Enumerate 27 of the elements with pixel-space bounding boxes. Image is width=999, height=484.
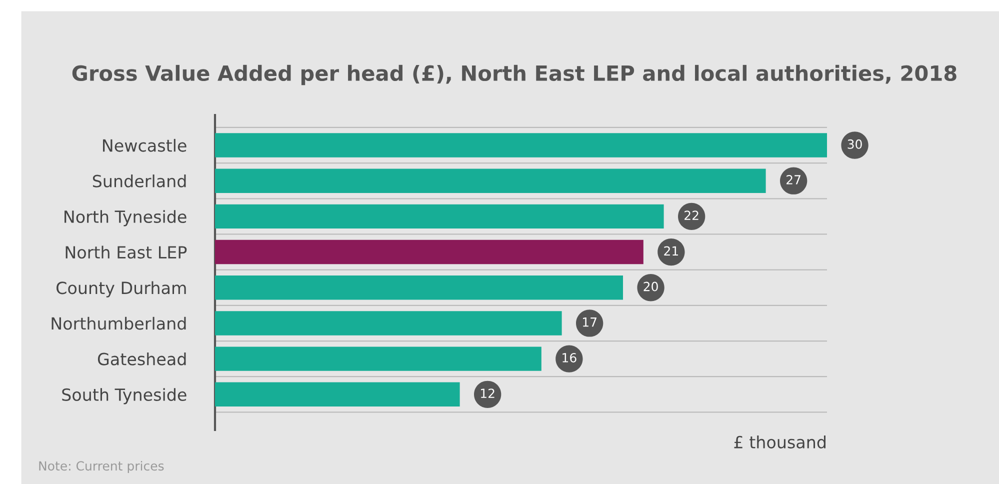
bar: [215, 382, 460, 407]
y-tick-label: South Tyneside: [62, 388, 186, 404]
y-tick-label: North East LEP: [66, 246, 187, 259]
y-tick-label: Sunderland: [92, 174, 186, 188]
y-tick-label: North Tyneside: [64, 210, 186, 226]
data-label: 20: [644, 282, 658, 292]
y-tick-label: County Durham: [56, 281, 186, 298]
y-tick-label: Northumberland: [52, 316, 186, 330]
data-label: 22: [684, 210, 698, 220]
y-tick-label: Newcastle: [103, 138, 186, 152]
x-axis-title: £ thousand: [734, 436, 826, 448]
chart-title: Gross Value Added per head (£), North East LEP and local authorities, 2018: [72, 64, 956, 86]
data-label: 27: [786, 175, 800, 184]
bar: [215, 311, 562, 336]
bar: [215, 204, 664, 229]
text: Note: Current prices: [39, 460, 164, 474]
bar: [215, 346, 542, 371]
data-label: 12: [481, 388, 494, 398]
data-label: 17: [583, 318, 596, 327]
y-tick-label: Gateshead: [98, 352, 186, 366]
data-label: 21: [664, 246, 678, 256]
bar: [215, 276, 623, 300]
bar: [215, 240, 644, 264]
bar: [215, 168, 766, 193]
data-label: 30: [848, 139, 862, 149]
bar: [215, 133, 827, 158]
data-label: 16: [562, 352, 576, 362]
